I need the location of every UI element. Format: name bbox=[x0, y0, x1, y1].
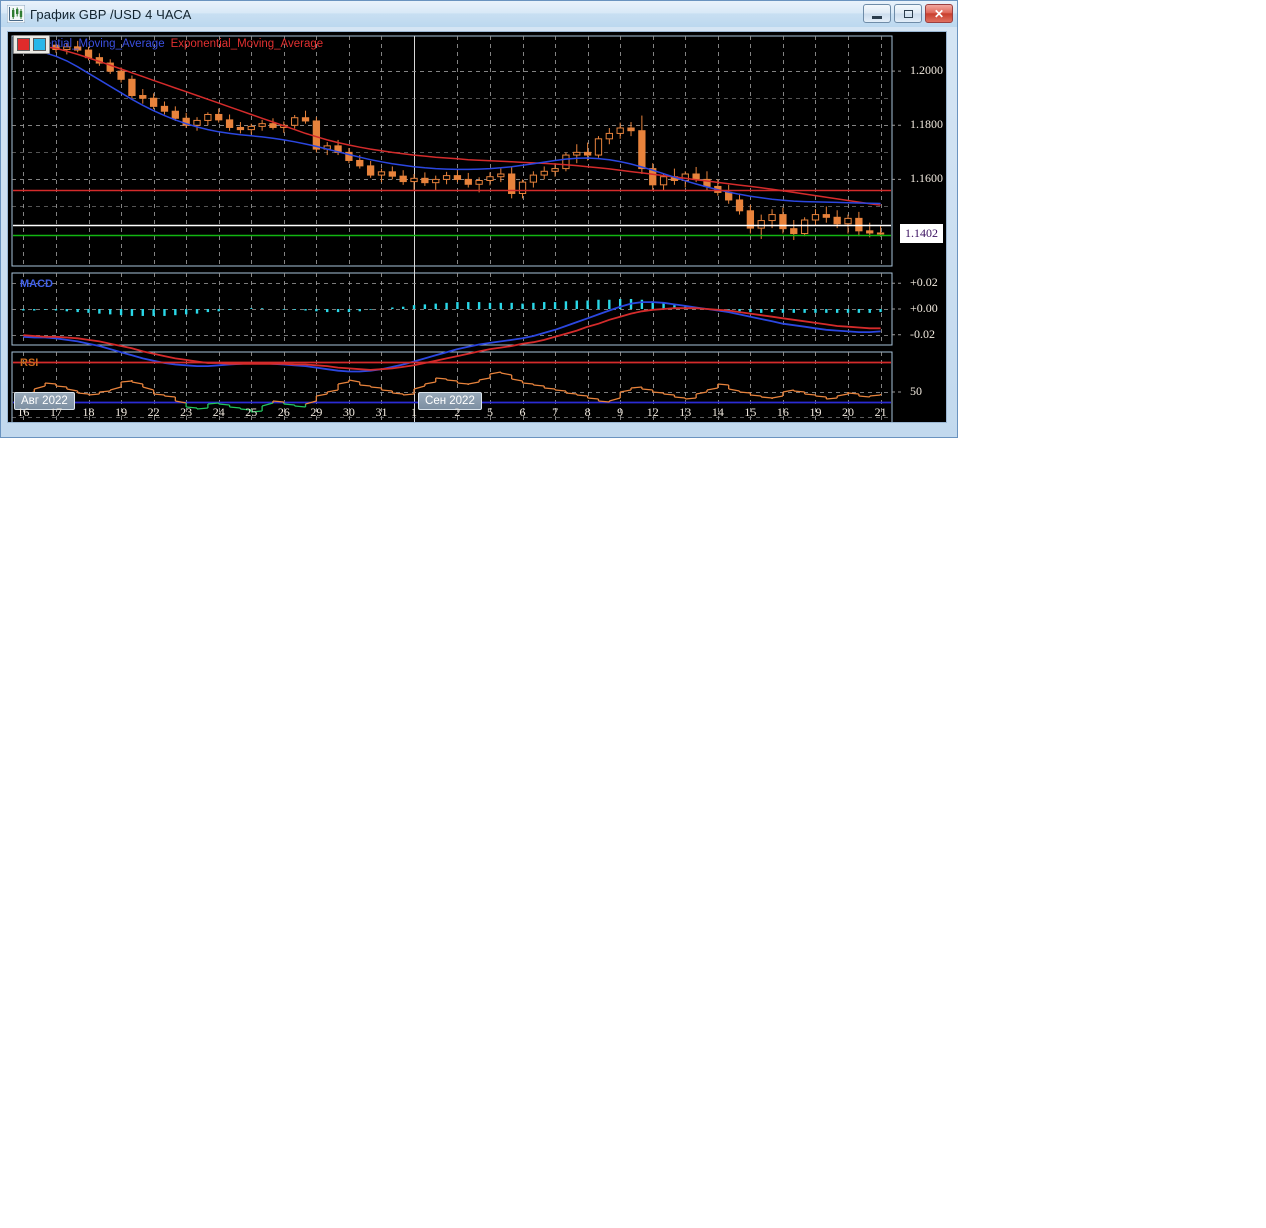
window-titlebar[interactable]: График GBP /USD 4 ЧАСА ✕ bbox=[1, 1, 957, 27]
window-title: График GBP /USD 4 ЧАСА bbox=[30, 6, 192, 22]
chart-canvas-area[interactable]: Exponential_Moving_Average Exponential_M… bbox=[7, 31, 947, 423]
maximize-button[interactable] bbox=[894, 4, 922, 23]
maximize-icon bbox=[903, 9, 913, 18]
window-controls: ✕ bbox=[863, 4, 953, 23]
cyan-color-swatch-button[interactable] bbox=[33, 38, 46, 51]
month-badge-september: Сен 2022 bbox=[418, 392, 482, 410]
current-price-tag: 1.1402 bbox=[900, 223, 943, 243]
red-color-swatch-button[interactable] bbox=[17, 38, 30, 51]
chart-candlestick-icon bbox=[7, 5, 25, 23]
close-icon: ✕ bbox=[933, 6, 945, 21]
chart-window: График GBP /USD 4 ЧАСА ✕ Exponential_Mov… bbox=[0, 0, 958, 438]
minimize-icon bbox=[872, 15, 882, 19]
month-badge-august: Авг 2022 bbox=[14, 392, 75, 410]
close-button[interactable]: ✕ bbox=[925, 4, 953, 23]
color-swatch-toolbar[interactable] bbox=[13, 35, 50, 54]
chart-svg bbox=[11, 35, 902, 422]
minimize-button[interactable] bbox=[863, 4, 891, 23]
